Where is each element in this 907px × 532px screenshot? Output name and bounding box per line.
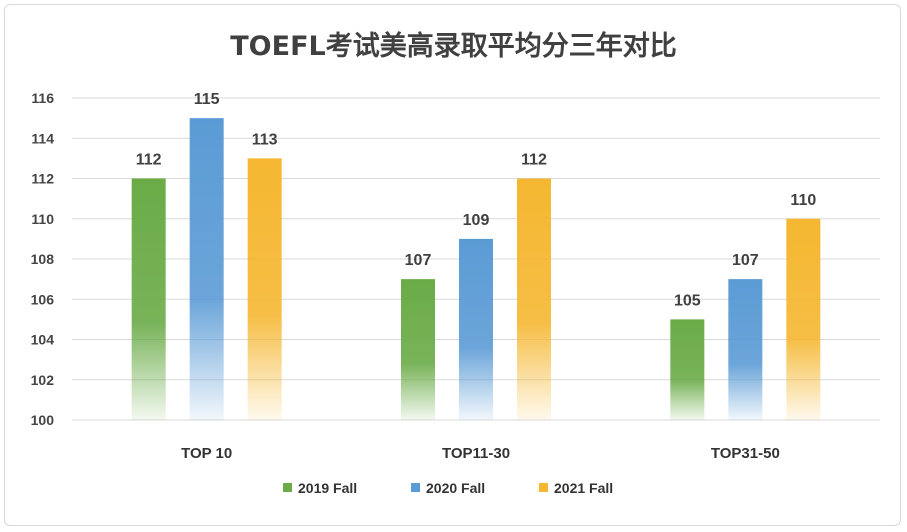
bar: [247, 158, 282, 420]
y-axis-ticks: 100 102 104 106 108 110 112 114 116: [31, 90, 55, 428]
chart-title: TOEFL考试美高录取平均分三年对比: [230, 31, 677, 62]
bar: [786, 218, 821, 420]
data-label: 115: [194, 91, 220, 108]
y-tick-label: 100: [31, 412, 55, 428]
bars: [131, 118, 821, 420]
bar: [189, 118, 224, 420]
y-tick-label: 112: [31, 171, 54, 187]
y-tick-label: 116: [31, 90, 54, 106]
legend-swatch: [283, 483, 292, 492]
x-category-label: TOP 10: [181, 445, 232, 462]
legend-label: 2020 Fall: [426, 480, 485, 496]
legend-label: 2021 Fall: [554, 480, 613, 496]
data-label: 105: [674, 292, 701, 309]
y-tick-label: 102: [31, 372, 55, 388]
data-label: 109: [463, 212, 490, 229]
data-label: 112: [136, 152, 162, 169]
y-tick-label: 106: [31, 291, 55, 307]
bar: [131, 178, 166, 420]
y-tick-label: 114: [31, 130, 54, 146]
bar: [670, 319, 705, 420]
data-label: 110: [790, 192, 816, 209]
bar: [517, 178, 551, 420]
data-labels: 112 115 113 107 109 112 105 107 110: [136, 91, 817, 309]
y-tick-label: 104: [31, 332, 55, 348]
bar: [401, 279, 435, 420]
legend: 2019 Fall 2020 Fall 2021 Fall: [283, 480, 613, 496]
legend-label: 2019 Fall: [298, 480, 357, 496]
x-axis-categories: TOP 10 TOP11-30 TOP31-50: [181, 445, 780, 462]
bar: [728, 279, 763, 420]
data-label: 113: [252, 131, 278, 148]
data-label: 107: [405, 252, 432, 269]
bar: [459, 238, 493, 420]
y-tick-label: 108: [31, 251, 55, 267]
data-label: 112: [521, 152, 547, 169]
legend-swatch: [539, 483, 548, 492]
legend-swatch: [411, 483, 420, 492]
y-tick-label: 110: [31, 211, 54, 227]
x-category-label: TOP31-50: [711, 445, 780, 462]
data-label: 107: [732, 252, 759, 269]
x-category-label: TOP11-30: [442, 445, 510, 462]
